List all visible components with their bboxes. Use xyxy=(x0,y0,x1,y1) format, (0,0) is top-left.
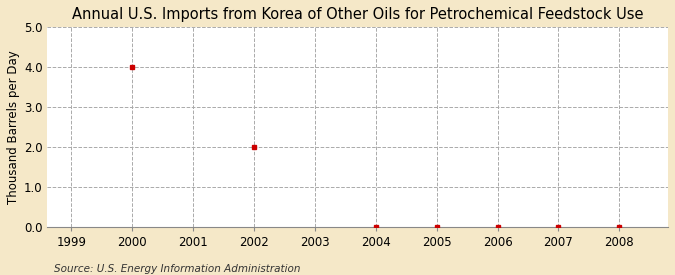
Y-axis label: Thousand Barrels per Day: Thousand Barrels per Day xyxy=(7,51,20,204)
Text: Source: U.S. Energy Information Administration: Source: U.S. Energy Information Administ… xyxy=(54,264,300,274)
Title: Annual U.S. Imports from Korea of Other Oils for Petrochemical Feedstock Use: Annual U.S. Imports from Korea of Other … xyxy=(72,7,643,22)
